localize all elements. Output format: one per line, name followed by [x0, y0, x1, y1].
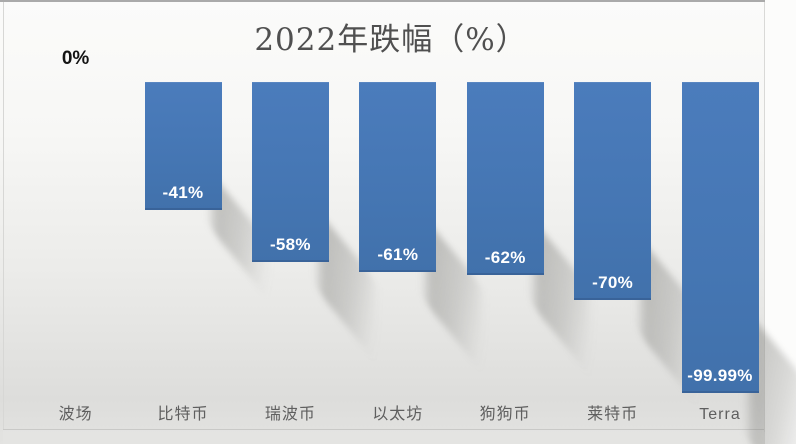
- category-label-狗狗币: 狗狗币: [479, 406, 531, 423]
- frame-bottom-margin: [3, 430, 764, 444]
- chart-title: 2022年跌幅（%）: [254, 22, 528, 58]
- bar-比特币: -41%: [144, 82, 222, 210]
- bar-value-label: -61%: [377, 244, 419, 264]
- bar-value-label: -62%: [484, 247, 526, 267]
- bar-瑞波币: -58%: [251, 82, 329, 263]
- bar-value-label: -99.99%: [687, 365, 753, 385]
- bar-莱特币: -70%: [574, 82, 652, 300]
- category-label-比特币: 比特币: [157, 406, 209, 423]
- bar-Terra: -99.99%: [681, 82, 759, 393]
- frame-right-border: [764, 2, 765, 432]
- category-label-Terra: Terra: [699, 406, 741, 423]
- bar-value-label: -41%: [162, 182, 204, 202]
- bar-value-label: -58%: [269, 235, 311, 255]
- category-label-瑞波币: 瑞波币: [264, 406, 316, 423]
- category-label-波场: 波场: [58, 406, 93, 423]
- bar-狗狗币: -62%: [466, 82, 544, 275]
- category-label-以太坊: 以太坊: [372, 406, 424, 423]
- bar-以太坊: -61%: [359, 82, 437, 272]
- zero-value-label: 0%: [61, 48, 90, 69]
- frame-left-border: [3, 2, 4, 430]
- frame-top-border: [0, 0, 770, 2]
- frame-right-margin: [765, 0, 796, 444]
- bar-value-label: -70%: [592, 272, 634, 292]
- frame-bottom-border: [3, 429, 764, 430]
- category-label-莱特币: 莱特币: [587, 406, 639, 423]
